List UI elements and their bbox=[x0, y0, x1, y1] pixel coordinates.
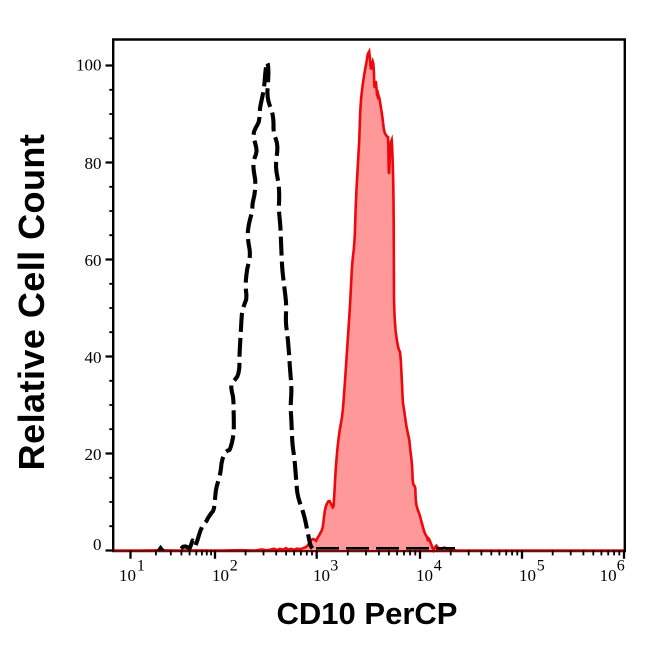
svg-text:10: 10 bbox=[212, 566, 229, 585]
svg-text:5: 5 bbox=[537, 557, 545, 574]
svg-text:1: 1 bbox=[137, 557, 145, 574]
svg-text:3: 3 bbox=[330, 557, 338, 574]
svg-text:100: 100 bbox=[76, 55, 102, 74]
svg-text:Relative Cell Count: Relative Cell Count bbox=[11, 134, 52, 471]
svg-text:60: 60 bbox=[85, 251, 102, 270]
svg-text:2: 2 bbox=[230, 557, 238, 574]
svg-text:20: 20 bbox=[85, 445, 102, 464]
svg-text:80: 80 bbox=[85, 154, 102, 173]
svg-text:4: 4 bbox=[434, 557, 442, 574]
svg-text:40: 40 bbox=[85, 348, 102, 367]
svg-text:0: 0 bbox=[93, 535, 102, 554]
svg-text:6: 6 bbox=[617, 557, 625, 574]
svg-text:10: 10 bbox=[416, 566, 433, 585]
svg-text:10: 10 bbox=[519, 566, 536, 585]
svg-text:CD10 PerCP: CD10 PerCP bbox=[277, 596, 458, 631]
svg-text:10: 10 bbox=[313, 566, 330, 585]
svg-text:10: 10 bbox=[119, 566, 136, 585]
svg-text:10: 10 bbox=[600, 566, 617, 585]
